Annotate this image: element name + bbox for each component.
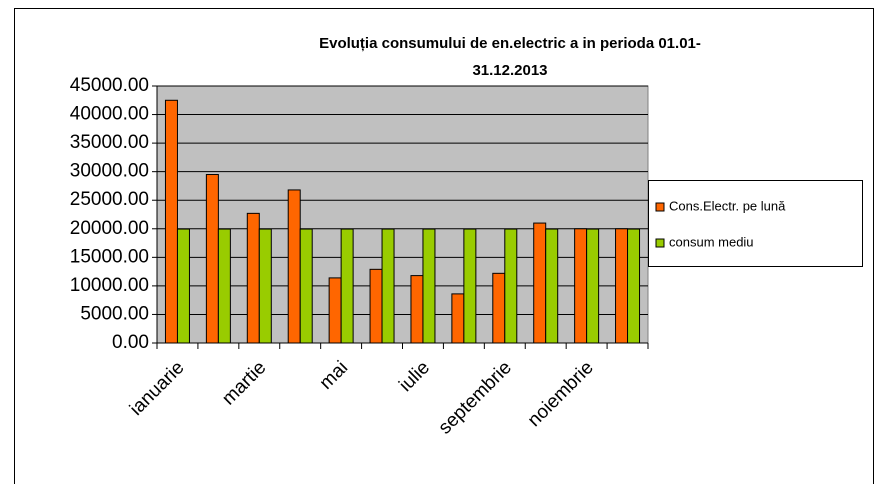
legend-swatch: [655, 238, 665, 248]
bar: [246, 212, 260, 344]
y-tick-label: 35000.00: [70, 132, 149, 153]
bar: [287, 189, 301, 344]
bar: [615, 228, 629, 344]
plot-area: [156, 85, 649, 344]
bar: [504, 228, 518, 344]
bar: [627, 228, 641, 344]
bar: [217, 228, 231, 344]
bar: [451, 293, 465, 344]
y-tick-label: 45000.00: [70, 75, 149, 96]
bar: [410, 275, 424, 344]
legend-label: Cons.Electr. pe lună: [669, 198, 786, 213]
bar: [422, 228, 436, 344]
bar: [299, 228, 313, 344]
legend-label: consum mediu: [669, 234, 754, 249]
bar: [369, 268, 383, 344]
legend-swatch: [655, 202, 665, 212]
bar: [492, 272, 506, 344]
legend-box: [648, 180, 863, 267]
y-tick-label: 25000.00: [70, 189, 149, 210]
bar: [258, 228, 272, 344]
bar: [533, 222, 547, 344]
chart-title: 31.12.2013: [472, 62, 547, 79]
bar: [463, 228, 477, 344]
y-tick-label: 0.00: [112, 332, 149, 353]
y-tick-label: 20000.00: [70, 218, 149, 239]
y-tick-label: 15000.00: [70, 246, 149, 267]
bar: [176, 228, 190, 344]
bar: [328, 277, 342, 344]
bar: [164, 99, 178, 344]
bar: [574, 228, 588, 344]
bar: [545, 228, 559, 344]
bar: [340, 228, 354, 344]
bar: [586, 228, 600, 344]
bar: [381, 228, 395, 344]
chart-title: Evoluția consumului de en.electric a in …: [319, 35, 701, 52]
y-tick-label: 30000.00: [70, 161, 149, 182]
y-tick-label: 40000.00: [70, 104, 149, 125]
bar: [205, 174, 219, 344]
y-tick-label: 5000.00: [80, 303, 149, 324]
y-tick-label: 10000.00: [70, 275, 149, 296]
